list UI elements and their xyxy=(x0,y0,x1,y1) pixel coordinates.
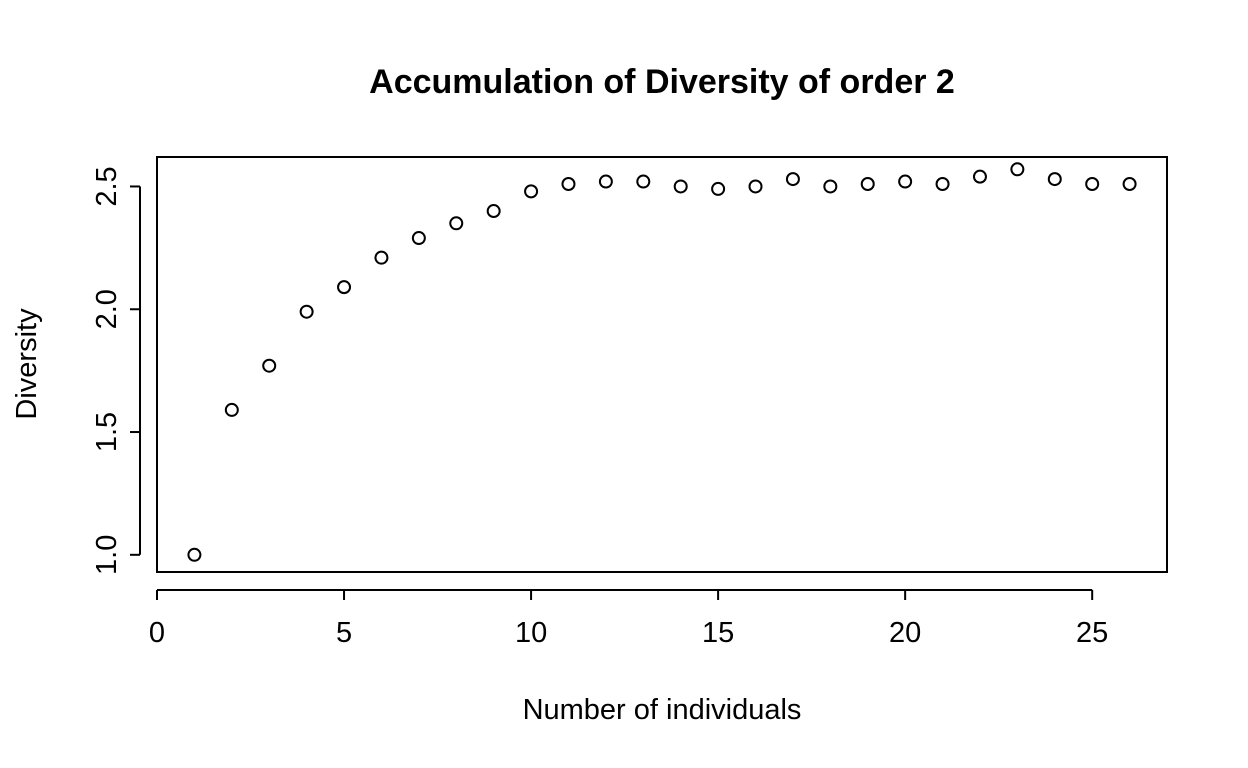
data-point xyxy=(561,177,576,192)
data-point xyxy=(860,177,875,192)
data-point xyxy=(374,250,389,265)
y-tick-label: 2.5 xyxy=(91,166,123,206)
data-point xyxy=(187,547,202,562)
data-point xyxy=(636,174,651,189)
x-tick-label: 10 xyxy=(515,617,547,649)
x-tick-label: 15 xyxy=(702,617,734,649)
data-point xyxy=(823,179,838,194)
data-point xyxy=(411,231,426,246)
data-point xyxy=(711,181,726,196)
data-point xyxy=(748,179,763,194)
x-axis-label: Number of individuals xyxy=(523,694,802,726)
data-point xyxy=(673,179,688,194)
data-point xyxy=(972,169,987,184)
data-point xyxy=(224,402,239,417)
data-point xyxy=(1047,172,1062,187)
data-point xyxy=(785,172,800,187)
data-point xyxy=(598,174,613,189)
y-tick-label: 1.0 xyxy=(91,535,123,575)
data-point xyxy=(1010,162,1025,177)
y-axis-label: Diversity xyxy=(11,308,43,420)
data-point xyxy=(337,280,352,295)
x-tick-label: 20 xyxy=(889,617,921,649)
data-point xyxy=(486,204,501,219)
x-tick-label: 0 xyxy=(149,617,165,649)
data-point xyxy=(1122,177,1137,192)
y-axis: 1.0 1.5 2.0 2.5 xyxy=(91,166,141,575)
data-points xyxy=(187,162,1137,562)
data-point xyxy=(1085,177,1100,192)
y-tick-label: 2.0 xyxy=(91,289,123,329)
chart-title: Accumulation of Diversity of order 2 xyxy=(369,63,955,101)
data-point xyxy=(449,216,464,231)
x-tick-label: 25 xyxy=(1076,617,1108,649)
plot-area xyxy=(156,156,1168,573)
data-point xyxy=(524,184,539,199)
data-point xyxy=(935,177,950,192)
y-tick-label: 1.5 xyxy=(91,412,123,452)
data-point xyxy=(262,358,277,373)
x-tick-label: 5 xyxy=(336,617,352,649)
x-axis: 0 5 10 15 20 25 xyxy=(149,589,1108,649)
data-point xyxy=(299,304,314,319)
data-point xyxy=(898,174,913,189)
